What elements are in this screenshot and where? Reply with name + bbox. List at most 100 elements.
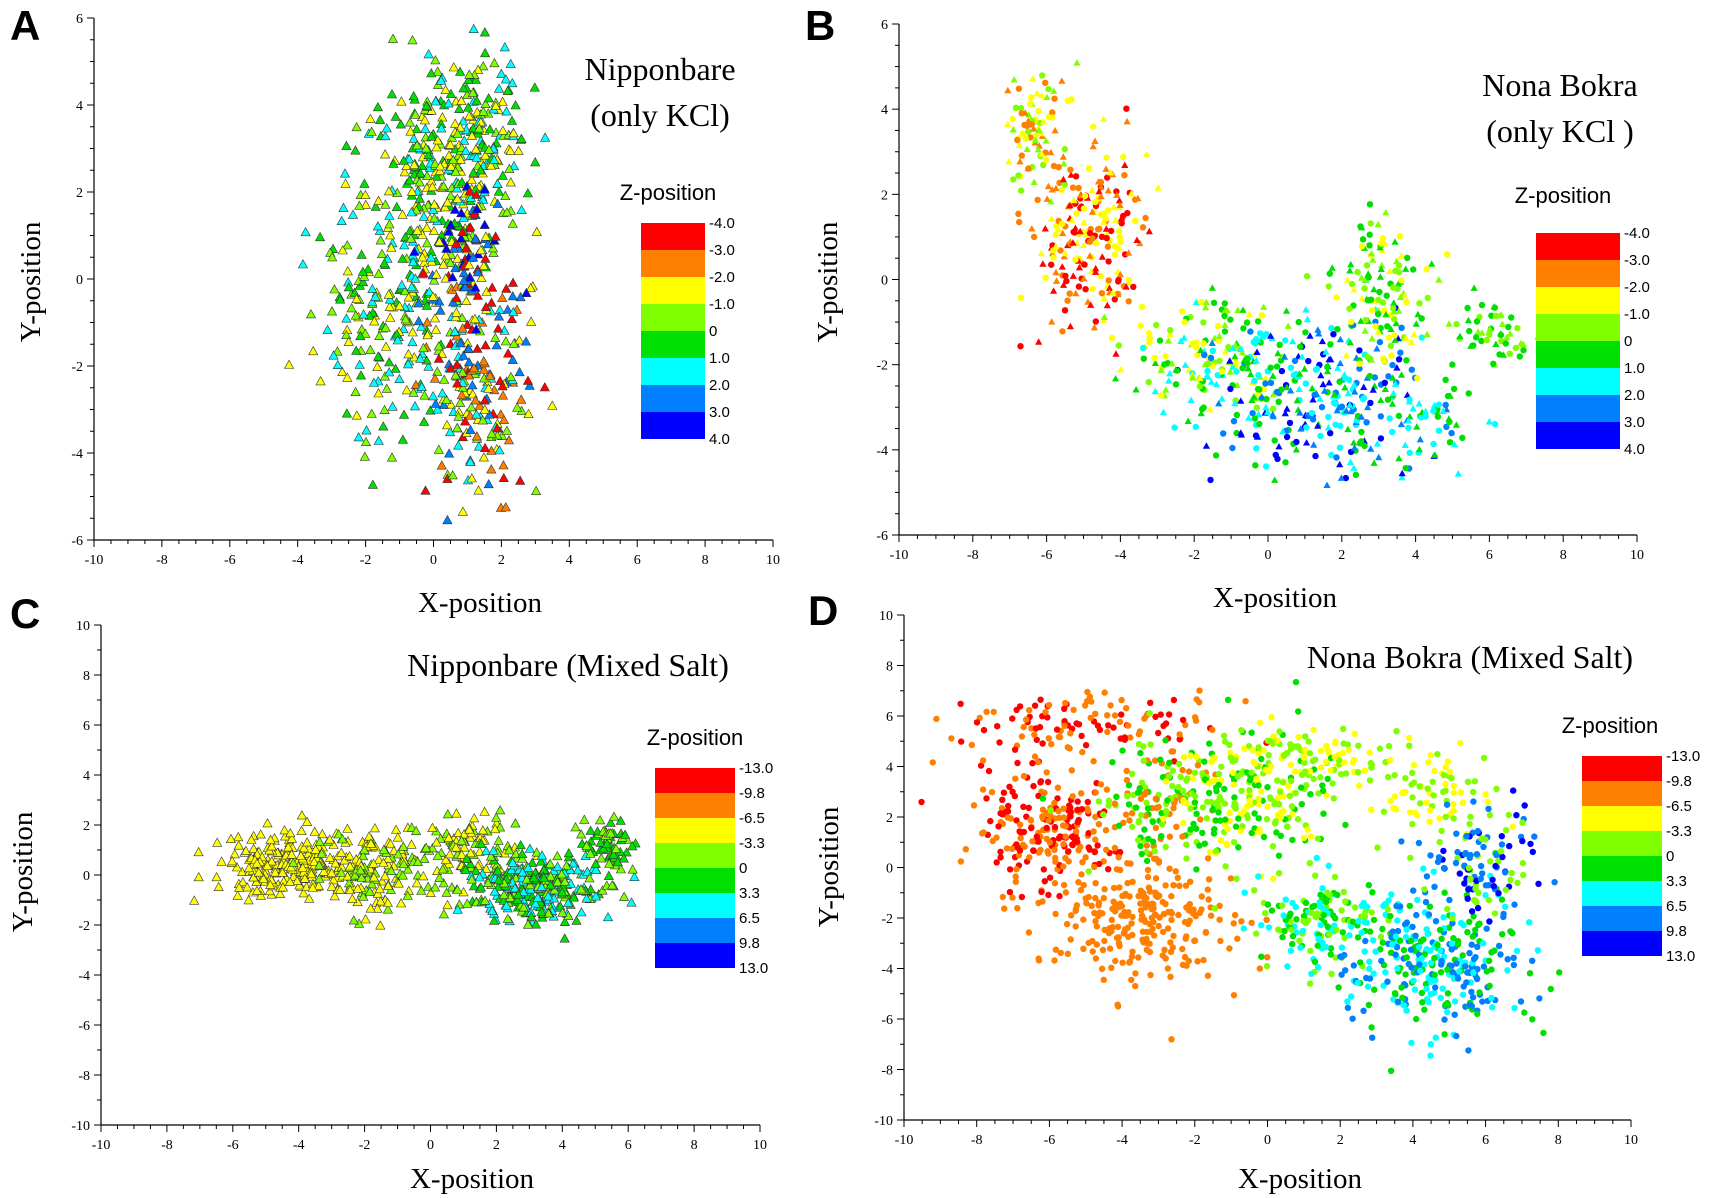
scatter-point-a — [485, 160, 497, 170]
scatter-point-c — [431, 837, 442, 847]
scatter-point-d — [1423, 799, 1430, 806]
scatter-point-d — [1169, 782, 1176, 790]
x-tick-label-b: 0 — [1265, 548, 1272, 563]
scatter-point-b — [1443, 423, 1450, 430]
scatter-point-a — [478, 355, 489, 366]
scatter-point-d — [1441, 889, 1448, 896]
scatter-point-a — [433, 353, 445, 363]
scatter-point-d — [1510, 954, 1517, 961]
scatter-point-d — [1179, 961, 1187, 968]
scatter-point-b — [1116, 270, 1124, 278]
scatter-point-d — [1370, 937, 1377, 944]
scatter-point-a — [507, 291, 518, 301]
legend-color-band-c — [655, 868, 735, 893]
scatter-point-d — [1080, 945, 1087, 952]
scatter-point-b — [1483, 336, 1491, 344]
scatter-point-d — [1536, 995, 1543, 1002]
scatter-point-b — [1282, 307, 1291, 314]
scatter-point-d — [1045, 817, 1052, 824]
scatter-point-a — [474, 123, 485, 133]
scatter-point-b — [1045, 85, 1052, 93]
scatter-point-b — [1334, 364, 1342, 371]
scatter-point-d — [1073, 835, 1080, 842]
scatter-point-a — [380, 130, 391, 141]
scatter-point-c — [458, 829, 470, 839]
legend-color-band-c — [655, 793, 735, 818]
scatter-point-b — [1358, 428, 1365, 436]
scatter-point-d — [1237, 827, 1245, 835]
scatter-point-c — [374, 883, 385, 894]
scatter-point-d — [1006, 866, 1014, 873]
scatter-point-b — [1035, 142, 1043, 149]
scatter-point-d — [1300, 917, 1307, 925]
scatter-point-d — [1234, 935, 1241, 942]
scatter-point-a — [499, 41, 510, 52]
scatter-point-b — [1305, 357, 1312, 365]
scatter-point-b — [1296, 409, 1304, 416]
scatter-point-b — [1111, 296, 1119, 303]
scatter-point-d — [1126, 817, 1133, 824]
scatter-point-b — [1308, 409, 1316, 417]
scatter-point-d — [1191, 769, 1199, 776]
scatter-point-d — [990, 708, 997, 716]
scatter-point-a — [374, 225, 385, 235]
scatter-point-d — [1060, 881, 1068, 889]
scatter-point-a — [434, 236, 445, 246]
scatter-point-a — [378, 421, 389, 431]
scatter-point-b — [1060, 160, 1068, 167]
scatter-point-d — [1045, 735, 1053, 742]
scatter-point-d — [1256, 965, 1264, 972]
legend-color-band-a — [641, 412, 705, 439]
scatter-point-a — [448, 243, 460, 253]
scatter-point-d — [1124, 879, 1131, 887]
scatter-point-a — [390, 363, 401, 373]
scatter-point-d — [1444, 905, 1451, 913]
legend-color-band-b — [1536, 395, 1620, 422]
scatter-point-d — [1095, 899, 1103, 906]
scatter-point-d — [1330, 795, 1337, 802]
scatter-point-a — [426, 131, 437, 141]
scatter-point-b — [1080, 218, 1088, 226]
scatter-point-d — [983, 795, 990, 802]
scatter-point-d — [1067, 813, 1074, 820]
scatter-point-d — [1022, 716, 1030, 723]
scatter-point-a — [436, 123, 447, 133]
y-axis-title-d: Y-position — [813, 806, 845, 927]
scatter-point-b — [1450, 385, 1458, 393]
legend-label-d: 13.0 — [1666, 948, 1695, 965]
scatter-point-b — [1251, 415, 1259, 422]
scatter-point-d — [1052, 946, 1060, 953]
scatter-point-b — [1401, 441, 1409, 448]
y-tick-label-d: -8 — [881, 1064, 893, 1079]
scatter-point-d — [1255, 815, 1263, 822]
scatter-point-d — [1477, 862, 1485, 870]
scatter-point-d — [1264, 803, 1271, 810]
scatter-point-b — [1070, 196, 1078, 204]
scatter-point-a — [497, 390, 509, 400]
legend-label-b: 0 — [1624, 333, 1632, 350]
scatter-point-d — [1230, 781, 1237, 788]
scatter-point-b — [1260, 303, 1268, 310]
scatter-point-d — [1332, 915, 1339, 922]
scatter-point-d — [1519, 859, 1527, 867]
scatter-point-d — [1403, 926, 1410, 933]
scatter-point-b — [1293, 438, 1300, 446]
scatter-point-b — [1164, 337, 1172, 344]
scatter-point-b — [1269, 405, 1277, 413]
scatter-point-b — [1040, 118, 1048, 125]
legend-label-d: -3.3 — [1666, 823, 1692, 840]
x-tick-label-c: -4 — [293, 1138, 305, 1153]
scatter-point-b — [1038, 150, 1046, 157]
scatter-point-a — [431, 142, 442, 152]
scatter-point-d — [1529, 848, 1537, 856]
scatter-point-c — [441, 887, 452, 897]
scatter-point-c — [328, 874, 339, 885]
scatter-point-c — [279, 825, 290, 835]
scatter-point-b — [1322, 348, 1330, 355]
scatter-point-b — [1123, 105, 1130, 112]
scatter-point-d — [1238, 787, 1245, 795]
scatter-point-b — [1341, 383, 1349, 391]
scatter-point-a — [479, 219, 490, 229]
scatter-point-d — [1407, 937, 1415, 944]
scatter-point-a — [441, 394, 452, 404]
